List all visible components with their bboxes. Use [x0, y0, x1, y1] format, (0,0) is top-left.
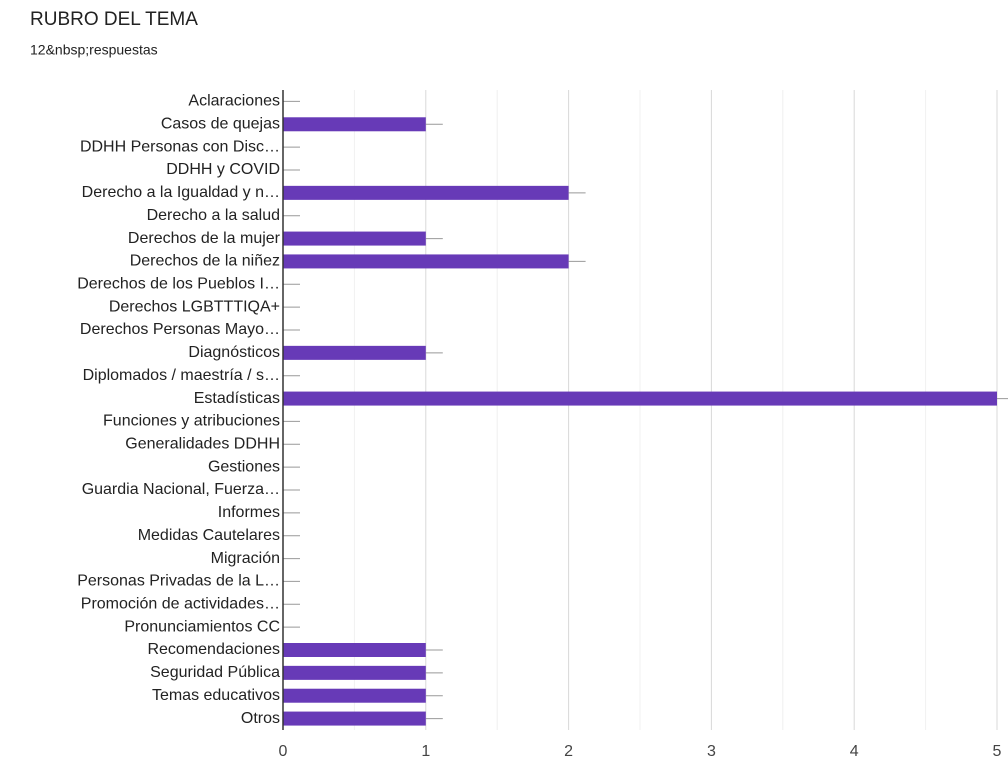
bar	[283, 665, 426, 680]
y-tick-label: Derechos de los Pueblos I…	[77, 276, 280, 293]
y-tick-label: Diplomados / maestría / s…	[83, 367, 280, 384]
y-tick-label: Derechos LGBTTTIQA+	[109, 298, 280, 315]
y-tick-label: Derechos de la mujer	[128, 230, 281, 247]
x-tick-label: 4	[850, 743, 859, 760]
bar	[283, 345, 426, 360]
y-tick-label: DDHH y COVID	[166, 161, 280, 178]
y-tick-label: Derecho a la salud	[147, 207, 280, 224]
bar	[283, 185, 569, 200]
y-tick-label: Migración	[211, 550, 280, 567]
bar	[283, 117, 426, 132]
bar	[283, 711, 426, 726]
y-tick-label: Informes	[218, 504, 280, 521]
y-tick-label: Promoción de actividades…	[81, 596, 280, 613]
chart-subtitle: 12&nbsp;respuestas	[30, 42, 158, 58]
y-tick-label: Generalidades DDHH	[125, 436, 280, 453]
y-tick-label: Aclaraciones	[188, 93, 280, 110]
chart-title: RUBRO DEL TEMA	[30, 9, 198, 30]
y-tick-label: Derecho a la Igualdad y n…	[82, 184, 280, 201]
x-tick-label: 0	[279, 743, 288, 760]
y-tick-label: Diagnósticos	[188, 344, 280, 361]
bar	[283, 231, 426, 246]
y-tick-label: Estadísticas	[194, 390, 280, 407]
bar	[283, 643, 426, 657]
y-tick-label: Seguridad Pública	[150, 664, 280, 681]
x-tick-label: 1	[421, 743, 430, 760]
y-tick-label: Temas educativos	[152, 687, 280, 704]
y-tick-label: DDHH Personas con Disc…	[80, 138, 280, 155]
x-tick-label: 2	[564, 743, 573, 760]
bar	[283, 254, 569, 269]
y-tick-label: Gestiones	[208, 458, 280, 475]
bar	[283, 391, 997, 406]
y-tick-label: Pronunciamientos CC	[124, 618, 280, 635]
x-tick-label: 3	[707, 743, 716, 760]
y-tick-label: Derechos Personas Mayo…	[80, 321, 280, 338]
y-tick-label: Casos de quejas	[161, 116, 280, 133]
y-tick-label: Medidas Cautelares	[138, 527, 280, 544]
y-tick-label: Derechos de la niñez	[130, 253, 280, 270]
y-tick-label: Otros	[241, 710, 280, 727]
bar	[283, 688, 426, 703]
x-tick-label: 5	[993, 743, 1002, 760]
y-tick-label: Personas Privadas de la L…	[77, 573, 280, 590]
y-tick-label: Funciones y atribuciones	[103, 413, 280, 430]
y-tick-label: Recomendaciones	[147, 641, 280, 658]
y-tick-label: Guardia Nacional, Fuerza…	[82, 481, 280, 498]
